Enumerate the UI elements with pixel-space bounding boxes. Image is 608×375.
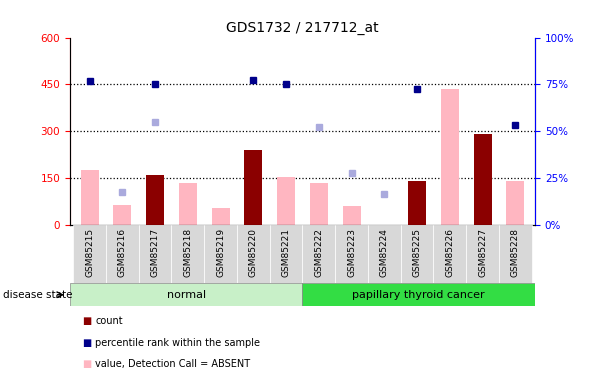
- Bar: [401, 225, 434, 283]
- Bar: [70, 283, 302, 306]
- Text: GSM85223: GSM85223: [347, 228, 356, 277]
- Bar: [244, 150, 263, 225]
- Bar: [302, 225, 335, 283]
- Text: GSM85215: GSM85215: [85, 228, 94, 277]
- Bar: [277, 177, 295, 225]
- Bar: [499, 225, 532, 283]
- Bar: [270, 225, 303, 283]
- Text: GSM85228: GSM85228: [511, 228, 520, 277]
- Bar: [466, 225, 499, 283]
- Bar: [441, 89, 459, 225]
- Text: ■: ■: [82, 316, 91, 326]
- Text: GSM85224: GSM85224: [380, 228, 389, 277]
- Text: ■: ■: [82, 359, 91, 369]
- Text: GSM85226: GSM85226: [446, 228, 454, 277]
- Text: GSM85222: GSM85222: [314, 228, 323, 277]
- Title: GDS1732 / 217712_at: GDS1732 / 217712_at: [226, 21, 379, 35]
- Bar: [342, 206, 361, 225]
- Bar: [368, 225, 401, 283]
- Text: GSM85218: GSM85218: [184, 228, 192, 277]
- Bar: [237, 225, 270, 283]
- Text: GSM85225: GSM85225: [413, 228, 421, 277]
- Bar: [434, 225, 466, 283]
- Bar: [408, 181, 426, 225]
- Text: percentile rank within the sample: percentile rank within the sample: [95, 338, 260, 348]
- Bar: [212, 208, 230, 225]
- Bar: [139, 225, 171, 283]
- Text: GSM85221: GSM85221: [282, 228, 291, 277]
- Bar: [171, 225, 204, 283]
- Bar: [81, 170, 98, 225]
- Text: GSM85227: GSM85227: [478, 228, 487, 277]
- Bar: [146, 175, 164, 225]
- Bar: [506, 181, 524, 225]
- Bar: [73, 225, 106, 283]
- Bar: [113, 205, 131, 225]
- Bar: [474, 134, 492, 225]
- Bar: [204, 225, 237, 283]
- Bar: [310, 183, 328, 225]
- Text: papillary thyroid cancer: papillary thyroid cancer: [353, 290, 485, 300]
- Bar: [335, 225, 368, 283]
- Bar: [302, 283, 535, 306]
- Text: GSM85220: GSM85220: [249, 228, 258, 277]
- Text: ■: ■: [82, 338, 91, 348]
- Bar: [179, 183, 197, 225]
- Text: GSM85216: GSM85216: [118, 228, 127, 277]
- Text: GSM85219: GSM85219: [216, 228, 225, 277]
- Text: GSM85217: GSM85217: [151, 228, 159, 277]
- Bar: [106, 225, 139, 283]
- Text: disease state: disease state: [3, 290, 72, 300]
- Text: count: count: [95, 316, 123, 326]
- Text: normal: normal: [167, 290, 206, 300]
- Text: value, Detection Call = ABSENT: value, Detection Call = ABSENT: [95, 359, 250, 369]
